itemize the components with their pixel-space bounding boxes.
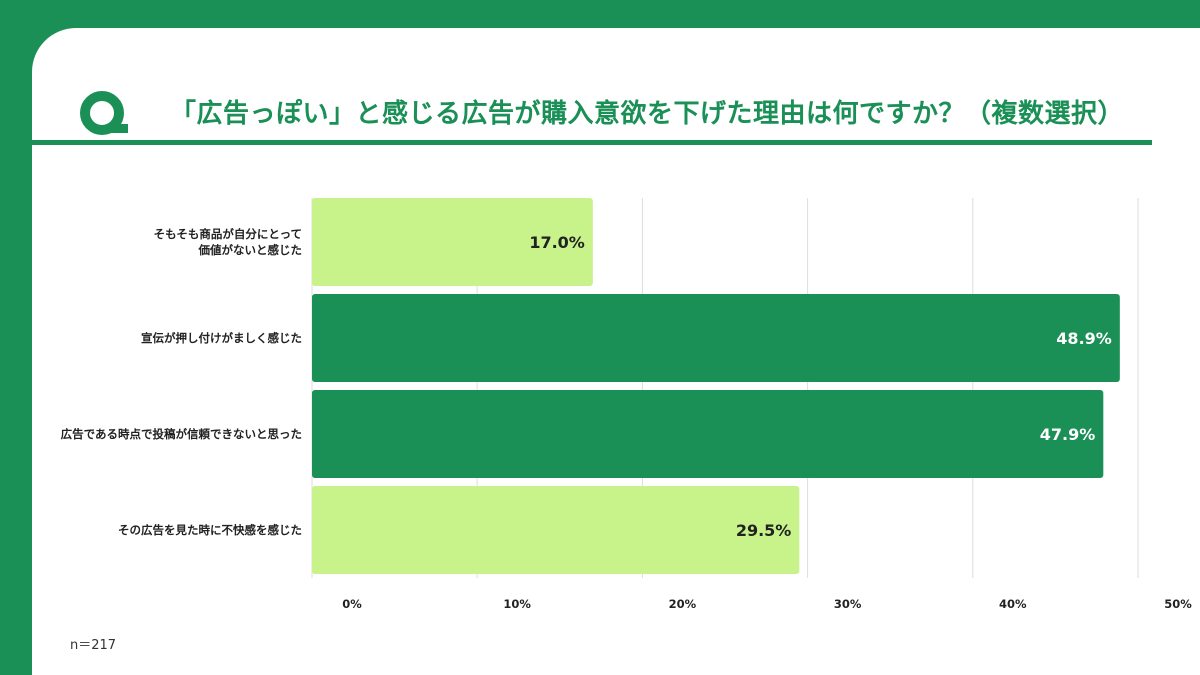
bar-value-label: 48.9% <box>1056 329 1112 348</box>
bars: 17.0% 48.9% 47.9% 29.5% <box>312 198 1120 574</box>
category-label: そもそも商品が自分にとって <box>154 227 302 241</box>
bar <box>312 486 800 574</box>
bar <box>312 390 1104 478</box>
content-card: 「広告っぽい」と感じる広告が購入意欲を下げた理由は何ですか？（複数選択） 17.… <box>32 28 1200 675</box>
bar-value-label: 29.5% <box>736 521 792 540</box>
x-axis-ticks: 0% 10% 20% 30% 40% 50% <box>342 597 1192 611</box>
bar <box>312 294 1120 382</box>
title-divider <box>32 140 1152 145</box>
category-labels: そもそも商品が自分にとって価値がないと感じた宣伝が押し付けがましく感じた広告であ… <box>61 227 302 537</box>
bar <box>312 198 593 286</box>
x-tick-label: 0% <box>342 597 362 611</box>
category-label: 宣伝が押し付けがましく感じた <box>141 331 302 345</box>
bar-chart: 17.0% 48.9% 47.9% 29.5% そもそも商品が自分にとって価値がないと… <box>61 198 1192 611</box>
category-label: 広告である時点で投稿が信頼できないと思った <box>61 427 302 441</box>
x-tick-label: 30% <box>834 597 862 611</box>
sample-size-note: n＝217 <box>70 638 117 653</box>
bar-value-label: 47.9% <box>1040 425 1096 444</box>
page-title: 「広告っぽい」と感じる広告が購入意欲を下げた理由は何ですか？（複数選択） <box>170 99 1125 129</box>
bar-value-label: 17.0% <box>529 233 585 252</box>
x-tick-label: 50% <box>1164 597 1192 611</box>
x-tick-label: 10% <box>503 597 531 611</box>
x-tick-label: 20% <box>669 597 697 611</box>
x-tick-label: 40% <box>999 597 1027 611</box>
category-label: その広告を見た時に不快感を感じた <box>118 523 302 537</box>
category-label: 価値がないと感じた <box>198 243 303 257</box>
q-logo-icon <box>80 91 128 135</box>
